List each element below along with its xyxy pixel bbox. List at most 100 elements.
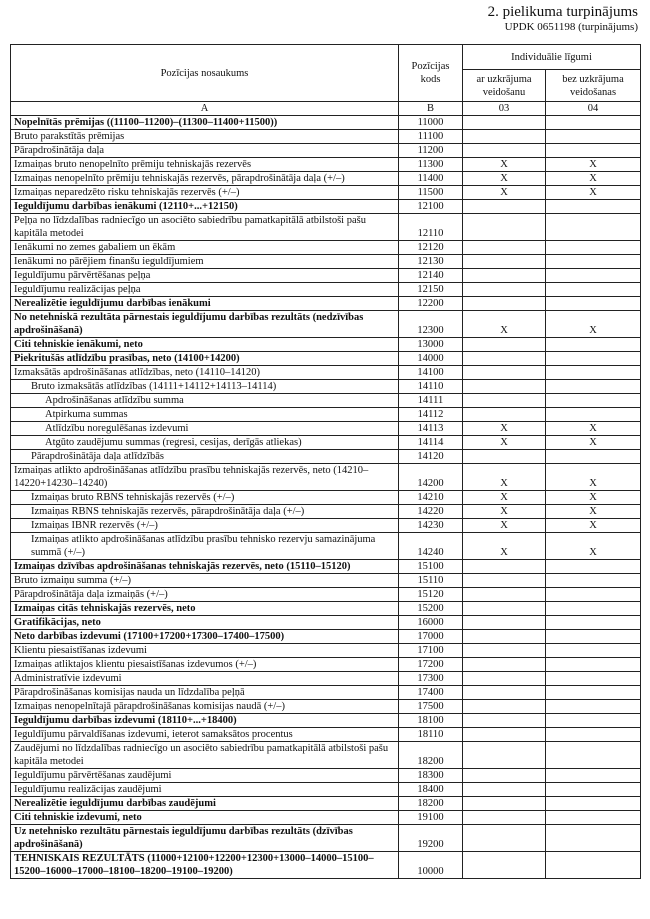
- row-name: Ieguldījumu darbības ienākumi (12110+...…: [10, 199, 399, 214]
- row-name: Ieguldījumu pārvērtēšanas zaudējumi: [10, 768, 399, 783]
- cell-c04: X: [545, 504, 641, 519]
- cell-c04: [545, 824, 641, 852]
- row-code: 11100: [398, 129, 463, 144]
- cell-c03: [462, 337, 546, 352]
- cell-c04: X: [545, 157, 641, 172]
- col-name: Pozīcijas nosaukums: [10, 44, 399, 102]
- cell-c04: [545, 268, 641, 283]
- table-row: Izmaksātās apdrošināšanas atlīdzības, ne…: [10, 365, 641, 380]
- row-name: Izmaiņas RBNS tehniskajās rezervēs, pāra…: [10, 504, 399, 519]
- row-code: 18200: [398, 741, 463, 769]
- cell-c04: [545, 282, 641, 297]
- table-row: Pārapdrošinātāja daļa atlīdzībās 14120: [10, 449, 641, 464]
- cell-c03: X: [462, 310, 546, 338]
- row-name: Nerealizētie ieguldījumu darbības zaudēj…: [10, 796, 399, 811]
- col-03: ar uzkrājuma veidošanu: [462, 69, 546, 102]
- table-row: Bruto izmaiņu summa (+/–) 15110: [10, 573, 641, 588]
- row-name: No netehniskā rezultāta pārnestais iegul…: [10, 310, 399, 338]
- table-body: Nopelnītās prēmijas ((11100–11200)–(1130…: [10, 115, 641, 879]
- row-code: 14220: [398, 504, 463, 519]
- cell-c03: [462, 851, 546, 879]
- row-code: 11200: [398, 143, 463, 158]
- cell-c04: X: [545, 435, 641, 450]
- cell-c03: [462, 213, 546, 241]
- cell-c03: [462, 407, 546, 422]
- table-row: Nopelnītās prēmijas ((11100–11200)–(1130…: [10, 115, 641, 130]
- cell-c04: [545, 796, 641, 811]
- row-name: Ieguldījumu pārvaldīšanas izdevumi, iete…: [10, 727, 399, 742]
- cell-c04: [545, 685, 641, 700]
- row-name: Izmaiņas atlikto apdrošināšanas atlīdzīb…: [10, 463, 399, 491]
- table-row: Nerealizētie ieguldījumu darbības ienāku…: [10, 296, 641, 311]
- cell-c03: [462, 268, 546, 283]
- table-row: Bruto izmaksātās atlīdzības (14111+14112…: [10, 379, 641, 394]
- row-code: 12140: [398, 268, 463, 283]
- table-row: Citi tehniskie ienākumi, neto 13000: [10, 337, 641, 352]
- row-name: Uz netehnisko rezultātu pārnestais iegul…: [10, 824, 399, 852]
- table-row: Ieguldījumu realizācijas peļņa 12150: [10, 282, 641, 297]
- row-name: Izmaiņas nenopelnītajā pārapdrošināšanas…: [10, 699, 399, 714]
- table-row: Atlīdzību noregulēšanas izdevumi 14113 X X: [10, 421, 641, 436]
- cell-c03: [462, 559, 546, 574]
- cell-c03: [462, 129, 546, 144]
- table-row: TEHNISKAIS REZULTĀTS (11000+12100+12200+…: [10, 851, 641, 879]
- cell-c04: [545, 657, 641, 672]
- row-name: Bruto parakstītās prēmijas: [10, 129, 399, 144]
- cell-c03: [462, 254, 546, 269]
- cell-c03: [462, 393, 546, 408]
- cell-c04: [545, 393, 641, 408]
- cell-c04: [545, 713, 641, 728]
- table-row: Izmaiņas dzīvības apdrošināšanas tehnisk…: [10, 559, 641, 574]
- table-row: Nerealizētie ieguldījumu darbības zaudēj…: [10, 796, 641, 811]
- row-code: 18100: [398, 713, 463, 728]
- cell-c03: X: [462, 171, 546, 186]
- row-code: 18400: [398, 782, 463, 797]
- cell-c03: [462, 685, 546, 700]
- table-head: Pozīcijas nosaukums Pozīcijas kods Indiv…: [10, 44, 641, 116]
- cell-c04: [545, 727, 641, 742]
- cell-c03: [462, 240, 546, 255]
- row-name: Pārapdrošināšanas komisijas nauda un līd…: [10, 685, 399, 700]
- cell-c04: [545, 699, 641, 714]
- cell-c03: [462, 573, 546, 588]
- cell-c04: X: [545, 171, 641, 186]
- cell-c04: X: [545, 185, 641, 200]
- head-row: Pozīcijas nosaukums Pozīcijas kods Indiv…: [10, 44, 641, 102]
- row-code: 18110: [398, 727, 463, 742]
- table-row: Citi tehniskie izdevumi, neto 19100: [10, 810, 641, 825]
- row-name: Atpirkuma summas: [10, 407, 399, 422]
- row-code: 17500: [398, 699, 463, 714]
- row-code: 19100: [398, 810, 463, 825]
- cell-c04: [545, 379, 641, 394]
- cell-c04: [545, 199, 641, 214]
- cell-c03: [462, 699, 546, 714]
- cell-c03: [462, 199, 546, 214]
- row-name: Atgūto zaudējumu summas (regresi, cesija…: [10, 435, 399, 450]
- cell-c03: [462, 296, 546, 311]
- row-code: 17000: [398, 629, 463, 644]
- row-name: Izmaiņas IBNR rezervēs (+/–): [10, 518, 399, 533]
- cell-c04: [545, 671, 641, 686]
- row-code: 15110: [398, 573, 463, 588]
- cell-c03: X: [462, 157, 546, 172]
- cell-c03: [462, 365, 546, 380]
- row-code: 16000: [398, 615, 463, 630]
- report-table: Pozīcijas nosaukums Pozīcijas kods Indiv…: [10, 44, 641, 879]
- row-name: Ieguldījumu pārvērtēšanas peļņa: [10, 268, 399, 283]
- cell-c04: X: [545, 310, 641, 338]
- table-row: Apdrošināšanas atlīdzību summa 14111: [10, 393, 641, 408]
- cell-c03: [462, 782, 546, 797]
- row-name: Citi tehniskie ienākumi, neto: [10, 337, 399, 352]
- cell-c04: [545, 601, 641, 616]
- row-code: 19200: [398, 824, 463, 852]
- cell-c03: [462, 741, 546, 769]
- row-name: Neto darbības izdevumi (17100+17200+1730…: [10, 629, 399, 644]
- row-name: Administratīvie izdevumi: [10, 671, 399, 686]
- column-letter: 04: [545, 101, 641, 116]
- table-row: Peļņa no līdzdalības radniecīgo un asoci…: [10, 213, 641, 241]
- row-name: Ieguldījumu darbības izdevumi (18110+...…: [10, 713, 399, 728]
- col-code: Pozīcijas kods: [398, 44, 463, 102]
- cell-c04: X: [545, 421, 641, 436]
- table-row: Ieguldījumu pārvaldīšanas izdevumi, iete…: [10, 727, 641, 742]
- table-row: Izmaiņas nenopelnītajā pārapdrošināšanas…: [10, 699, 641, 714]
